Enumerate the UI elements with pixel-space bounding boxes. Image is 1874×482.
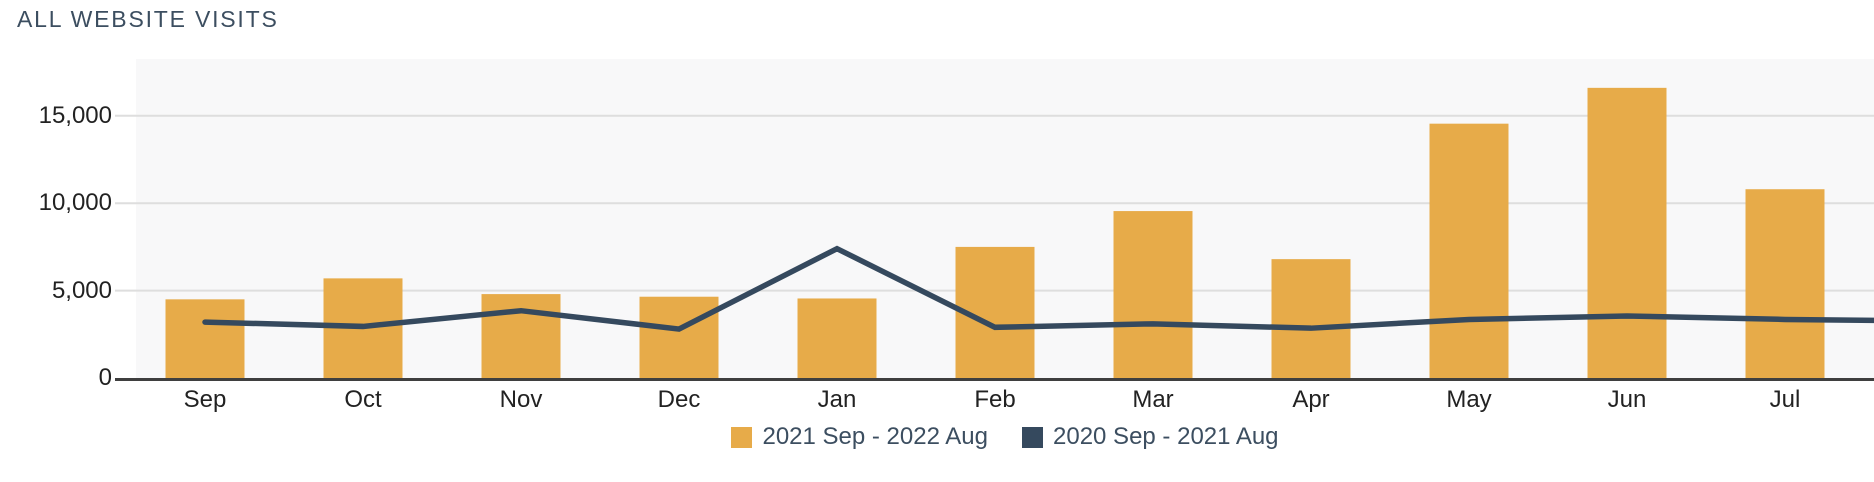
x-tick-label-feb: Feb [974, 386, 1016, 413]
bar-jan[interactable] [797, 298, 877, 378]
x-tick-label-dec: Dec [657, 386, 701, 413]
bar-jul[interactable] [1745, 189, 1825, 378]
bar-mar[interactable] [1113, 211, 1193, 378]
x-tick-label-mar: Mar [1132, 386, 1174, 413]
x-tick-label-jan: Jan [817, 386, 857, 413]
legend-label: 2021 Sep - 2022 Aug [762, 423, 988, 450]
x-tick-label-jul: Jul [1769, 386, 1801, 413]
x-tick-label-sep: Sep [183, 386, 227, 413]
line-series[interactable] [202, 245, 1874, 332]
x-tick-label-jun: Jun [1607, 386, 1647, 413]
legend-item-previous-period[interactable]: 2020 Sep - 2021 Aug [1022, 423, 1279, 451]
legend-item-current-period[interactable]: 2021 Sep - 2022 Aug [731, 423, 988, 451]
x-tick-label-oct: Oct [344, 386, 382, 413]
x-tick-label-apr: Apr [1292, 386, 1330, 413]
bar-dec[interactable] [639, 296, 719, 378]
page-title: ALL WEBSITE VISITS [17, 6, 279, 32]
y-tick-label-10,000: 10,000 [38, 189, 112, 217]
bar-jun[interactable] [1587, 87, 1667, 378]
x-tick-label-nov: Nov [499, 386, 543, 413]
legend-label: 2020 Sep - 2021 Aug [1053, 423, 1279, 450]
legend-swatch-bar-series [731, 426, 753, 448]
bar-apr[interactable] [1271, 259, 1351, 378]
y-tick-label-0: 0 [98, 364, 112, 391]
x-tick-label-may: May [1446, 386, 1492, 413]
bar-may[interactable] [1429, 123, 1509, 378]
y-tick-label-15,000: 15,000 [38, 101, 112, 129]
chart-legend: 2021 Sep - 2022 Aug 2020 Sep - 2021 Aug [136, 423, 1874, 451]
legend-swatch-line-series [1022, 426, 1043, 448]
y-tick-label-5,000: 5,000 [51, 276, 112, 304]
bar-nov[interactable] [481, 294, 561, 378]
bar-sep[interactable] [165, 299, 245, 378]
plot-area [115, 59, 1874, 381]
